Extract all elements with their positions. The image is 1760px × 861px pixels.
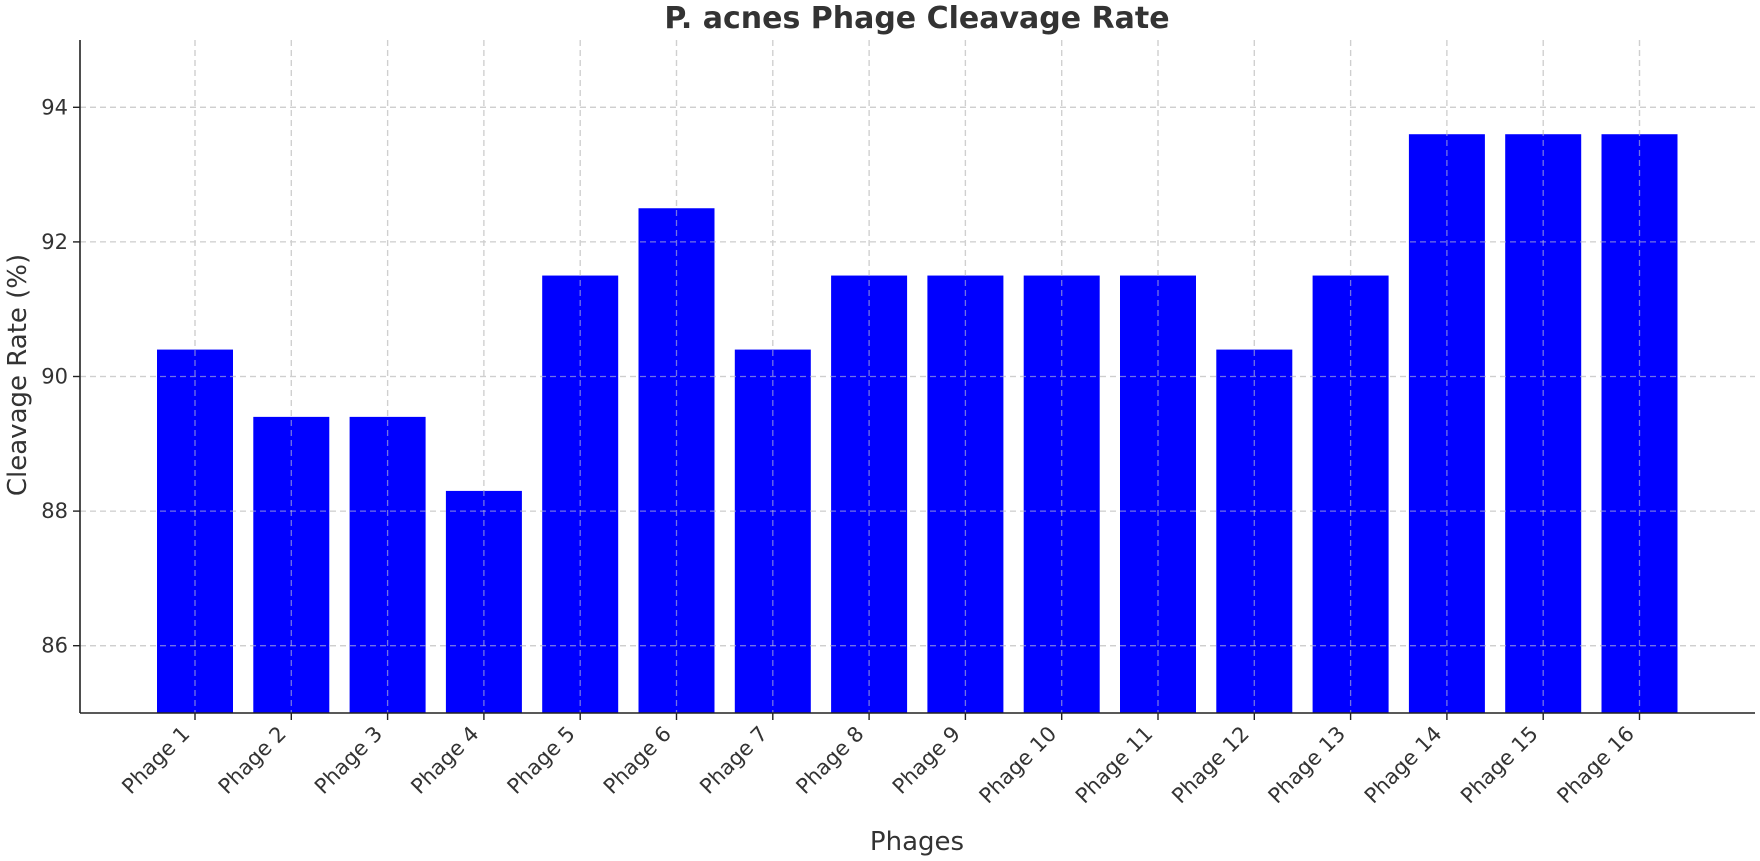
x-tick-label: Phage 1 — [117, 722, 194, 799]
y-tick-label: 90 — [41, 365, 68, 389]
x-tick-label: Phage 8 — [791, 722, 868, 799]
x-tick-label: Phage 13 — [1264, 722, 1351, 809]
y-tick-label: 86 — [41, 634, 68, 658]
x-tick-label: Phage 5 — [503, 722, 580, 799]
chart-title: P. acnes Phage Cleavage Rate — [664, 1, 1169, 36]
x-tick-label: Phage 9 — [888, 722, 965, 799]
x-tick-label: Phage 14 — [1360, 722, 1447, 809]
y-tick-label: 88 — [41, 499, 68, 523]
x-tick-label: Phage 11 — [1071, 722, 1158, 809]
x-tick-label: Phage 6 — [599, 722, 676, 799]
y-axis-label: Cleavage Rate (%) — [3, 254, 33, 496]
x-tick-label: Phage 3 — [310, 722, 387, 799]
x-tick-label: Phage 16 — [1552, 722, 1639, 809]
x-tick-label: Phage 10 — [975, 722, 1062, 809]
y-tick-label: 92 — [41, 230, 68, 254]
x-tick-label: Phage 7 — [695, 722, 772, 799]
x-axis-label: Phages — [870, 827, 964, 857]
x-tick-label: Phage 2 — [214, 722, 291, 799]
x-tick-label: Phage 4 — [406, 722, 483, 799]
y-tick-label: 94 — [41, 95, 68, 119]
y-tick-labels: 86 88 90 92 94 — [41, 95, 80, 658]
x-tick-label: Phage 15 — [1456, 722, 1543, 809]
bars-layer — [80, 40, 1755, 714]
x-tick-label: Phage 12 — [1167, 722, 1254, 809]
x-tick-labels: Phage 1 Phage 2 Phage 3 Phage 4 Phage 5 Phage… — [117, 713, 1641, 809]
